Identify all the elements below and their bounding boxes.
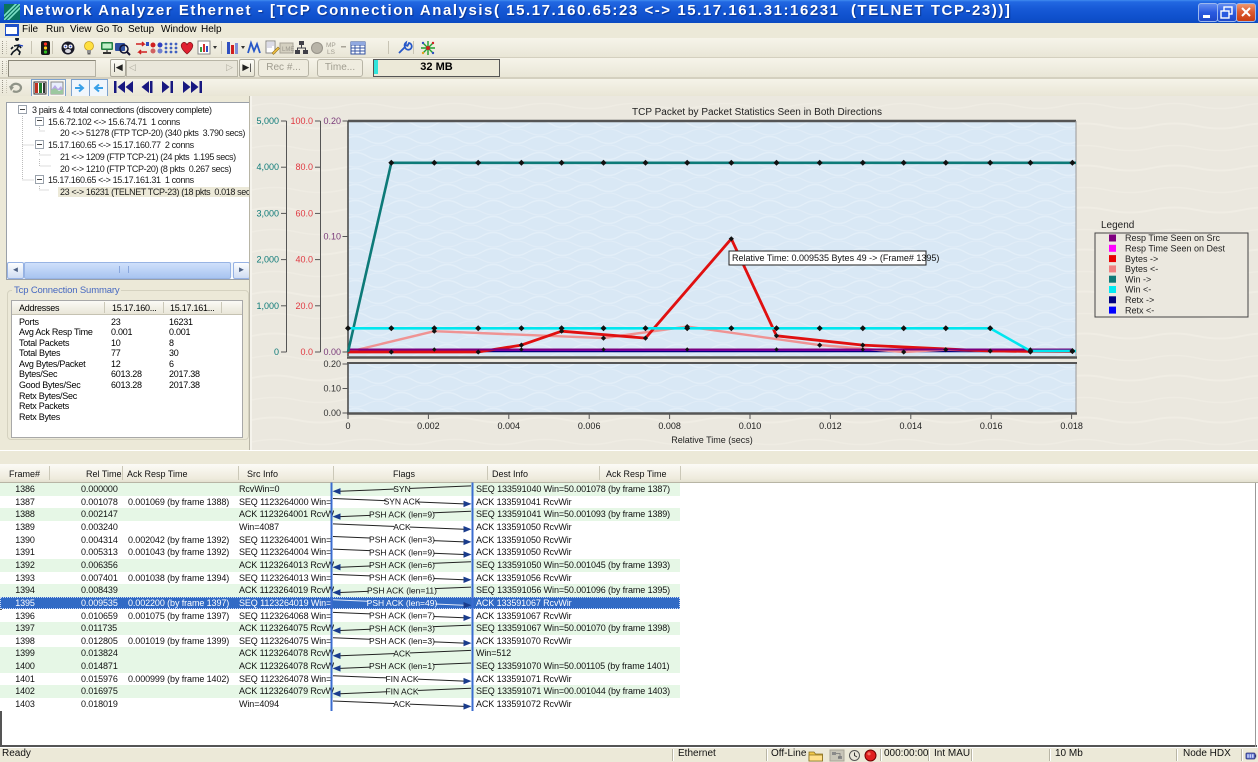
svg-text:Win <-: Win <- <box>1125 285 1151 295</box>
svg-text:PSH ACK (len=3): PSH ACK (len=3) <box>369 623 435 633</box>
svg-text:40.0: 40.0 <box>295 255 313 265</box>
svg-text:MP: MP <box>326 42 336 49</box>
svg-text:100.0: 100.0 <box>290 116 313 126</box>
svg-text:4,000: 4,000 <box>256 162 279 172</box>
svg-text:PSH ACK (len=9): PSH ACK (len=9) <box>369 509 435 519</box>
svg-text:0.006: 0.006 <box>578 421 601 431</box>
svg-text:0.002: 0.002 <box>417 421 440 431</box>
svg-text:Bytes ->: Bytes -> <box>1125 254 1158 264</box>
svg-text:0.20: 0.20 <box>323 116 341 126</box>
svg-text:0.20: 0.20 <box>323 359 341 369</box>
svg-text:Retx <-: Retx <- <box>1125 305 1154 315</box>
svg-text:0.010: 0.010 <box>739 421 762 431</box>
svg-text:SYN: SYN <box>393 484 410 494</box>
svg-text:SYN ACK: SYN ACK <box>384 497 421 507</box>
svg-text:0.018: 0.018 <box>1060 421 1083 431</box>
svg-text:PSH ACK (len=1): PSH ACK (len=1) <box>369 661 435 671</box>
svg-text:PSH ACK (len=6): PSH ACK (len=6) <box>369 573 435 583</box>
svg-text:2,000: 2,000 <box>256 255 279 265</box>
svg-text:0.014: 0.014 <box>900 421 923 431</box>
svg-text:ACK: ACK <box>393 649 411 659</box>
svg-text:PSH ACK (len=49): PSH ACK (len=49) <box>367 598 438 608</box>
svg-text:5,000: 5,000 <box>256 116 279 126</box>
svg-text:0.0: 0.0 <box>300 347 313 357</box>
svg-text:LME: LME <box>282 47 294 53</box>
svg-text:3,000: 3,000 <box>256 208 279 218</box>
svg-text:0: 0 <box>345 421 350 431</box>
svg-text:0.00: 0.00 <box>323 408 341 418</box>
svg-text:PSH ACK (len=9): PSH ACK (len=9) <box>369 547 435 557</box>
svg-text:FIN ACK: FIN ACK <box>385 687 418 697</box>
svg-text:0.016: 0.016 <box>980 421 1003 431</box>
svg-text:0.10: 0.10 <box>323 232 341 242</box>
svg-text:PSH ACK (len=7): PSH ACK (len=7) <box>369 611 435 621</box>
svg-text:PSH ACK (len=11): PSH ACK (len=11) <box>367 585 437 595</box>
svg-text:PSH ACK (len=6): PSH ACK (len=6) <box>369 560 435 570</box>
svg-text:0.004: 0.004 <box>498 421 521 431</box>
svg-text:Legend: Legend <box>1101 220 1134 231</box>
svg-text:ACK: ACK <box>393 522 411 532</box>
svg-text:0: 0 <box>274 347 279 357</box>
svg-text:0.00: 0.00 <box>323 347 341 357</box>
svg-text:LS: LS <box>327 49 336 56</box>
svg-text:80.0: 80.0 <box>295 162 313 172</box>
svg-text:TCP Packet by Packet Statistic: TCP Packet by Packet Statistics Seen in … <box>632 107 882 118</box>
svg-text:0.012: 0.012 <box>819 421 842 431</box>
svg-text:60.0: 60.0 <box>295 208 313 218</box>
svg-text:0.008: 0.008 <box>658 421 681 431</box>
svg-text:0.10: 0.10 <box>323 384 341 394</box>
svg-text:Relative Time (secs): Relative Time (secs) <box>671 435 753 445</box>
svg-text:Resp Time Seen on Src: Resp Time Seen on Src <box>1125 233 1221 243</box>
svg-text:Resp Time Seen on Dest: Resp Time Seen on Dest <box>1125 244 1226 254</box>
svg-text:Relative Time: 0.009535 Bytes: Relative Time: 0.009535 Bytes 49 -> (Fra… <box>732 253 939 263</box>
svg-text:20.0: 20.0 <box>295 301 313 311</box>
svg-text:Win ->: Win -> <box>1125 274 1151 284</box>
svg-text:Retx ->: Retx -> <box>1125 295 1154 305</box>
svg-text:PSH ACK (len=3): PSH ACK (len=3) <box>369 636 435 646</box>
svg-text:ACK: ACK <box>393 699 411 709</box>
svg-text:1,000: 1,000 <box>256 301 279 311</box>
svg-text:PSH ACK (len=3): PSH ACK (len=3) <box>369 535 435 545</box>
svg-text:Bytes <-: Bytes <- <box>1125 264 1158 274</box>
svg-text:FIN ACK: FIN ACK <box>385 674 418 684</box>
